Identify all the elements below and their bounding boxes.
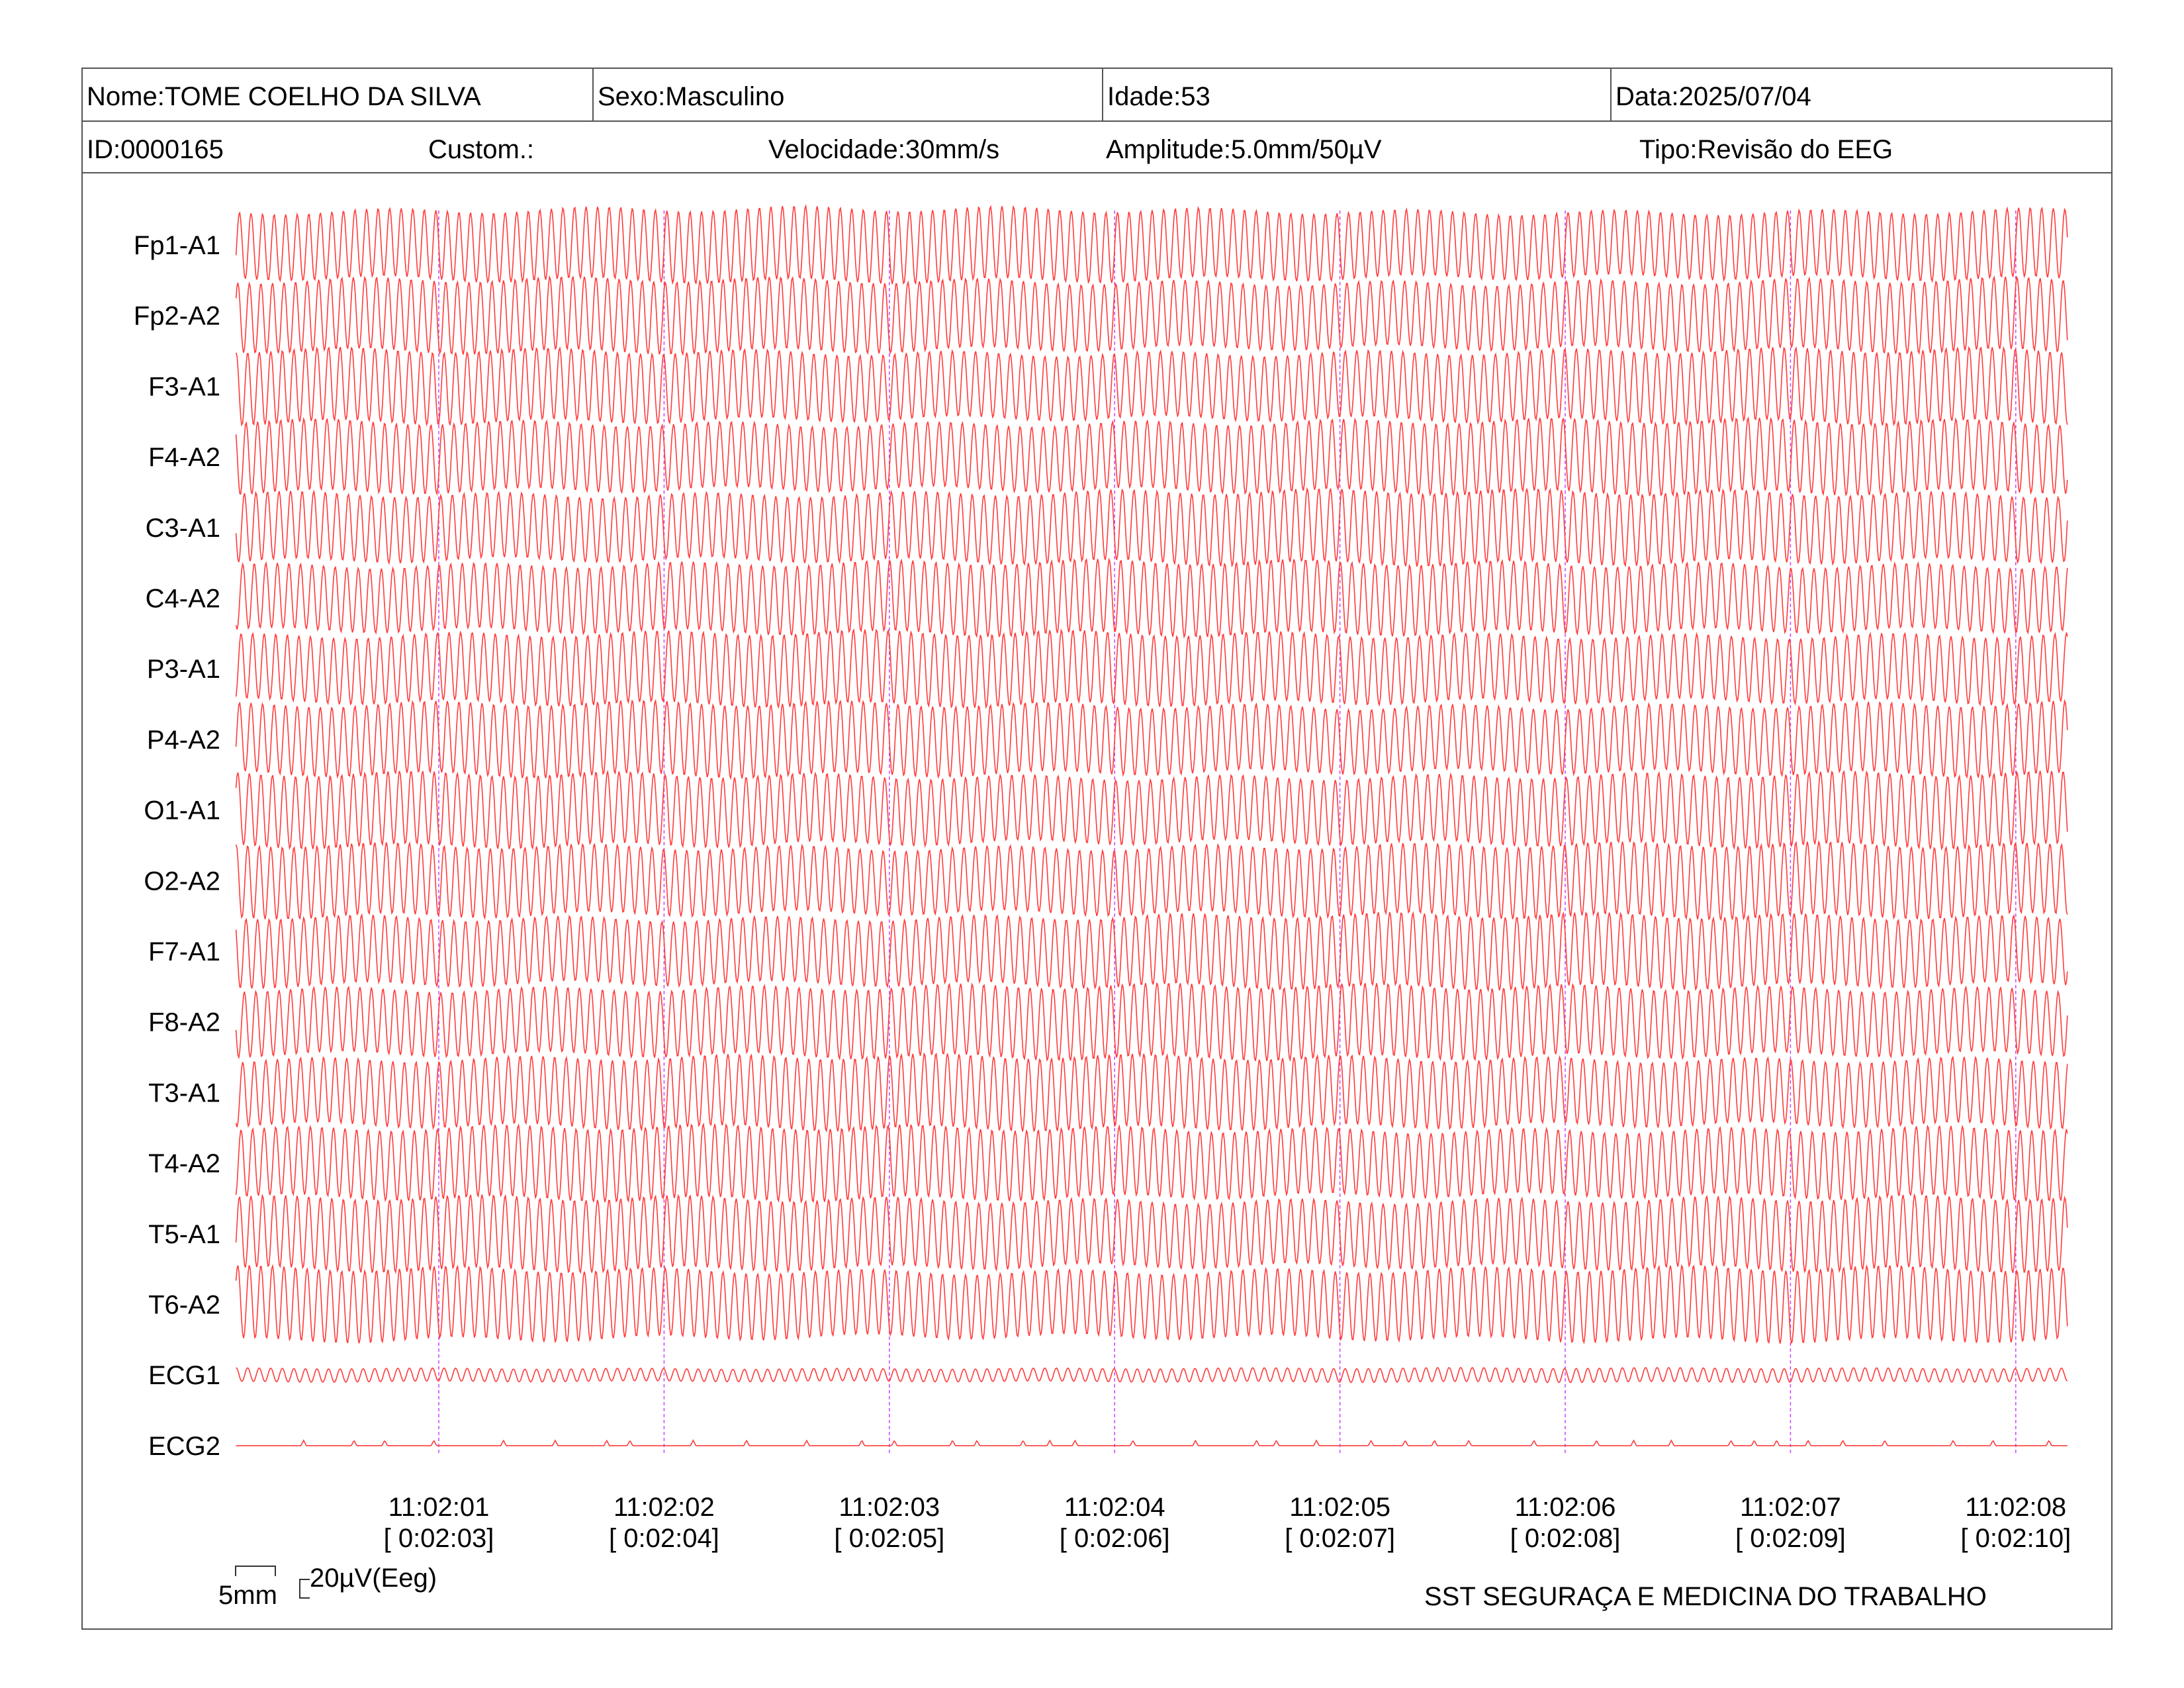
- channel-trace-ecg1: [236, 1366, 2068, 1383]
- channel-trace-t3-a1: [235, 1052, 2068, 1133]
- channel-label: Fp2-A2: [134, 302, 220, 331]
- channel-label: T6-A2: [148, 1291, 220, 1320]
- channel-trace-t5-a1: [235, 1193, 2068, 1274]
- channel-trace-p4-a2: [235, 698, 2068, 780]
- speed-setting: Velocidade:30mm/s: [768, 135, 1000, 164]
- channel-trace-fp2-a2: [235, 275, 2068, 357]
- channel-label: F4-A2: [148, 443, 220, 472]
- channel-trace-fp1-a1: [235, 204, 2068, 285]
- amplitude-scale-label: 20µV(Eeg): [310, 1564, 437, 1593]
- time-tick-elapsed: [ 0:02:09]: [1735, 1524, 1846, 1553]
- channel-labels: Fp1-A1 Fp2-A2 F3-A1 F4-A2 C3-A1 C4-A2 P3-A1 P4-…: [134, 231, 220, 1461]
- channel-label: P3-A1: [147, 655, 220, 684]
- channel-trace-ecg2: [236, 1439, 2068, 1446]
- channel-label: F8-A2: [148, 1008, 220, 1037]
- channel-label: C3-A1: [146, 514, 220, 543]
- time-tick-elapsed: [ 0:02:03]: [384, 1524, 494, 1553]
- time-tick-elapsed: [ 0:02:04]: [609, 1524, 719, 1553]
- channel-trace-o1-a1: [235, 769, 2068, 851]
- time-tick-elapsed: [ 0:02:10]: [1960, 1524, 2071, 1553]
- time-tick-clock: 11:02:01: [388, 1493, 490, 1522]
- channel-label: ECG1: [148, 1361, 220, 1390]
- time-tick-clock: 11:02:06: [1515, 1493, 1616, 1522]
- channel-label: T4-A2: [148, 1149, 220, 1178]
- channel-label: O1-A1: [144, 796, 220, 825]
- header-row-exam: ID:0000165 Custom.: Velocidade:30mm/s Am…: [83, 122, 2111, 173]
- channel-trace-f4-a2: [235, 416, 2068, 497]
- amplitude-setting: Amplitude:5.0mm/50µV: [1106, 135, 1382, 164]
- company-footer: SST SEGURAÇA E MEDICINA DO TRABALHO: [1424, 1582, 1987, 1611]
- patient-name: Nome:TOME COELHO DA SILVA: [87, 82, 481, 111]
- channel-trace-f8-a2: [235, 982, 2068, 1062]
- patient-id: ID:0000165: [87, 135, 224, 164]
- patient-age: Idade:53: [1102, 69, 1610, 120]
- time-tick-clock: 11:02:04: [1064, 1493, 1165, 1522]
- channel-trace-c3-a1: [235, 487, 2068, 568]
- time-tick-elapsed: [ 0:02:06]: [1060, 1524, 1170, 1553]
- report-frame: Nome:TOME COELHO DA SILVA Sexo:Masculino…: [81, 68, 2113, 1630]
- exam-type: Tipo:Revisão do EEG: [1639, 135, 1893, 164]
- time-tick-clock: 11:02:02: [614, 1493, 715, 1522]
- patient-sex: Sexo:Masculino: [592, 69, 1102, 120]
- channel-trace-p3-a1: [235, 628, 2068, 710]
- channel-label: T3-A1: [148, 1078, 220, 1107]
- channel-traces: [235, 204, 2068, 1446]
- channel-label: F7-A1: [148, 937, 220, 966]
- channel-label: ECG2: [148, 1432, 220, 1461]
- time-tick-elapsed: [ 0:02:07]: [1285, 1524, 1395, 1553]
- channel-label: F3-A1: [148, 372, 220, 401]
- custom-field: Custom.:: [428, 135, 535, 164]
- amplitude-scale-bar: [299, 1579, 310, 1599]
- time-tick-clock: 11:02:05: [1289, 1493, 1390, 1522]
- time-tick-elapsed: [ 0:02:08]: [1510, 1524, 1621, 1553]
- time-tick-clock: 11:02:03: [839, 1493, 940, 1522]
- time-tick-clock: 11:02:08: [1965, 1493, 2066, 1522]
- time-scale-bar: [235, 1566, 276, 1576]
- channel-trace-f7-a1: [235, 911, 2068, 992]
- channel-label: P4-A2: [147, 726, 220, 755]
- channel-trace-t6-a2: [235, 1264, 2068, 1344]
- channel-trace-c4-a2: [235, 557, 2068, 639]
- header-row-patient: Nome:TOME COELHO DA SILVA Sexo:Masculino…: [83, 69, 2111, 122]
- exam-date: Data:2025/07/04: [1610, 69, 2111, 120]
- channel-trace-f3-a1: [235, 346, 2068, 427]
- time-scale-label: 5mm: [218, 1581, 277, 1610]
- channel-label: T5-A1: [148, 1220, 220, 1249]
- channel-trace-o2-a2: [235, 840, 2068, 921]
- channel-trace-t4-a2: [235, 1122, 2068, 1203]
- time-tick-elapsed: [ 0:02:05]: [834, 1524, 944, 1553]
- channel-label: C4-A2: [146, 585, 220, 614]
- time-tick-clock: 11:02:07: [1740, 1493, 1841, 1522]
- time-tick-labels: 11:02:01[ 0:02:03] 11:02:02[ 0:02:04] 11:0…: [384, 1493, 2071, 1553]
- channel-label: Fp1-A1: [134, 231, 220, 260]
- channel-label: O2-A2: [144, 867, 220, 896]
